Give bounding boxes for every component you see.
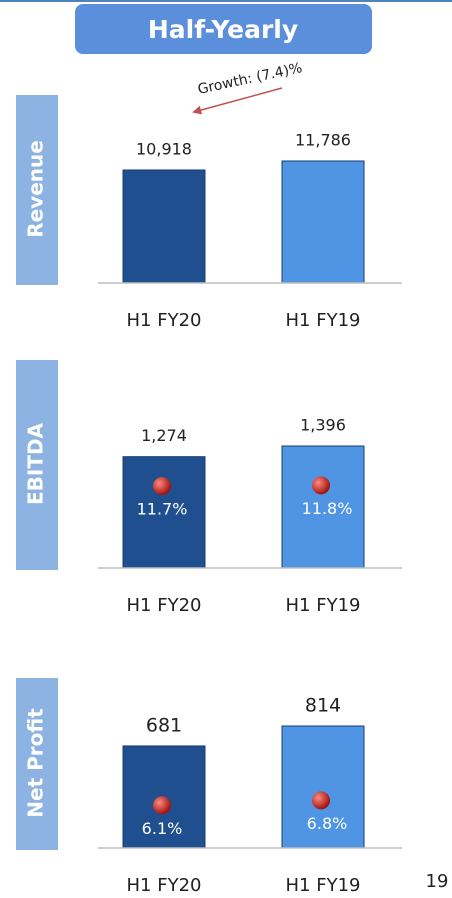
- category-label: H1 FY20: [127, 310, 202, 331]
- margin-label: 6.8%: [307, 814, 348, 833]
- panel-label: EBITDA: [24, 422, 48, 505]
- margin-dot: [312, 791, 330, 810]
- bar: [281, 160, 365, 284]
- panel-label-box: [16, 360, 58, 570]
- category-label: H1 FY20: [127, 875, 202, 896]
- value-label: 814: [305, 695, 341, 717]
- category-label: H1 FY19: [286, 595, 361, 616]
- top-rule: [0, 0, 452, 2]
- growth-arrow: [192, 87, 283, 115]
- value-label: 681: [146, 714, 182, 736]
- category-label: H1 FY20: [127, 595, 202, 616]
- page-number: 19: [426, 871, 449, 892]
- margin-dot: [153, 796, 171, 815]
- panel-label-box: [16, 95, 58, 285]
- growth-annotation: Growth: (7.4)%: [196, 60, 303, 98]
- value-label: 1,274: [141, 426, 187, 445]
- header-box: [75, 4, 372, 54]
- bar: [281, 725, 365, 849]
- value-label: 10,918: [136, 139, 192, 158]
- margin-label: 6.1%: [142, 819, 183, 838]
- header: Half-Yearly: [148, 15, 298, 44]
- panel-label: Revenue: [24, 140, 48, 238]
- category-label: H1 FY19: [286, 310, 361, 331]
- value-label: 11,786: [295, 131, 351, 150]
- bar: [281, 445, 365, 569]
- margin-dot: [153, 477, 171, 496]
- bar: [122, 169, 206, 284]
- value-label: 1,396: [300, 416, 346, 435]
- margin-label: 11.8%: [302, 499, 353, 518]
- panel-label-box: [16, 678, 58, 850]
- margin-label: 11.7%: [137, 500, 188, 519]
- category-label: H1 FY19: [286, 875, 361, 896]
- panel-label: Net Profit: [24, 708, 48, 818]
- margin-dot: [312, 476, 330, 495]
